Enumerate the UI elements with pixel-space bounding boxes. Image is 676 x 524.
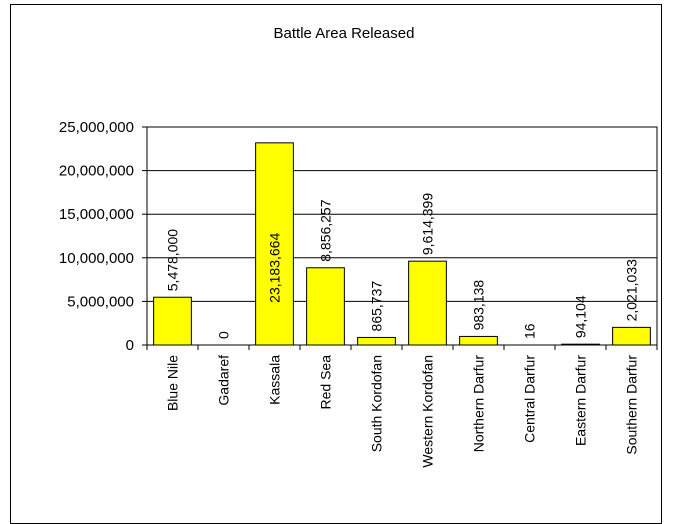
data-label: 865,737 [369, 281, 385, 332]
data-label: 0 [216, 331, 232, 339]
bar [357, 336, 396, 346]
bar [408, 260, 447, 346]
y-axis: 0 5,000,000 10,000,000 15,000,000 20,000,000… [59, 119, 147, 354]
category-label: Red Sea [318, 355, 334, 410]
bar [306, 267, 345, 346]
gridlines [146, 126, 658, 346]
data-label: 23,183,664 [267, 233, 283, 303]
y-tick-label: 25,000,000 [59, 119, 134, 136]
chart-frame [10, 4, 662, 524]
y-tick-label: 10,000,000 [59, 250, 134, 267]
category-label: Southern Darfur [624, 355, 640, 455]
category-label: Kassala [267, 355, 283, 405]
bar [612, 326, 651, 346]
chart-title: Battle Area Released [274, 25, 415, 42]
category-label: Blue Nile [165, 355, 181, 411]
category-label: Eastern Darfur [573, 355, 589, 446]
data-label: 5,478,000 [165, 229, 181, 291]
category-label: Northern Darfur [471, 355, 487, 453]
y-tick-label: 5,000,000 [67, 293, 134, 310]
category-label: Western Kordofan [420, 355, 436, 468]
data-label: 983,138 [471, 280, 487, 331]
bars [153, 142, 651, 346]
category-label: South Kordofan [369, 355, 385, 452]
data-label: 8,856,257 [318, 199, 334, 261]
bar [459, 335, 498, 346]
bar [153, 296, 192, 346]
bar [561, 343, 600, 346]
y-tick-label: 15,000,000 [59, 206, 134, 223]
category-label: Central Darfur [522, 355, 538, 443]
data-labels: 5,478,000 0 23,183,664 8,856,257 865,737 9,61… [165, 193, 640, 339]
data-label: 94,104 [573, 295, 589, 338]
x-axis: Blue Nile Gadaref Kassala Red Sea South Kord… [146, 345, 658, 468]
category-label: Gadaref [216, 355, 232, 406]
y-tick-label: 0 [126, 337, 134, 354]
data-label: 9,614,399 [420, 193, 436, 255]
data-label: 16 [522, 323, 538, 339]
bar [255, 142, 294, 346]
y-tick-label: 20,000,000 [59, 163, 134, 180]
data-label: 2,021,033 [624, 259, 640, 321]
